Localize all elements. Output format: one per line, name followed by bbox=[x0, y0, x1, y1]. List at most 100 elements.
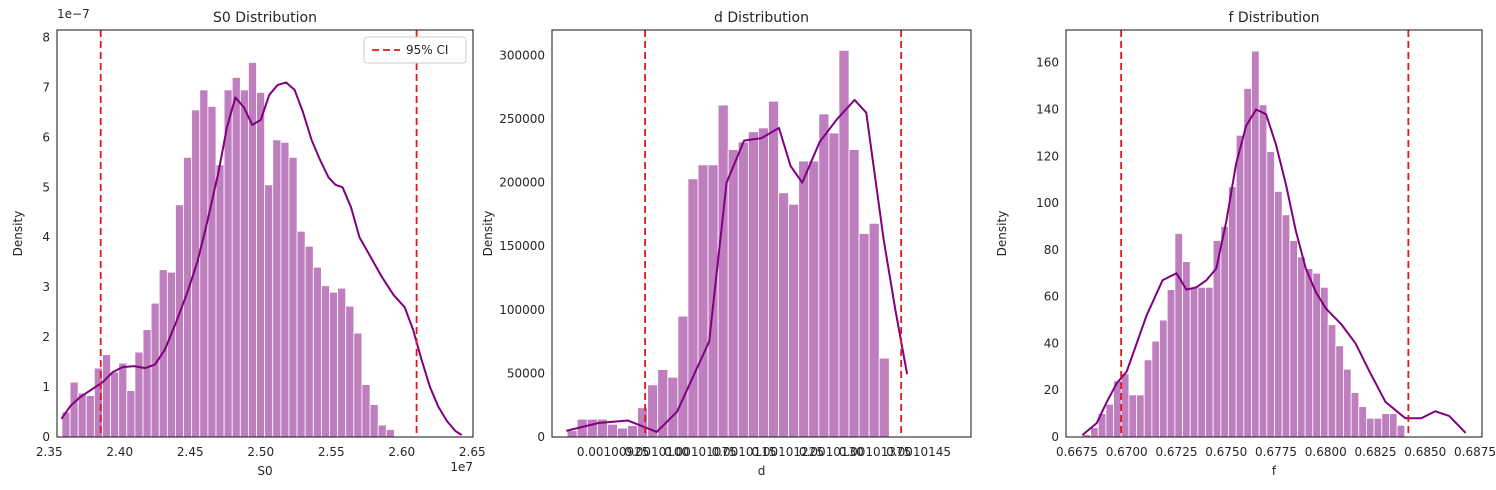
histogram-bar bbox=[361, 384, 371, 438]
histogram-bar bbox=[304, 245, 314, 438]
legend: 95% CI bbox=[363, 36, 467, 64]
x-tick-label: 2.40 bbox=[106, 445, 133, 459]
y-tick-label: 120 bbox=[1036, 149, 1059, 163]
x-tick-label: 0.00100925 bbox=[577, 445, 650, 459]
histogram-bar bbox=[1090, 427, 1099, 438]
histogram-bar bbox=[126, 390, 136, 438]
histogram-bars bbox=[61, 62, 395, 438]
y-axis-label: Density bbox=[11, 211, 25, 257]
x-axis-label: S0 bbox=[257, 464, 272, 478]
axes-frame bbox=[551, 29, 972, 438]
x-tick-label: 0.00101075 bbox=[664, 445, 737, 459]
histogram-bar bbox=[1189, 286, 1199, 438]
histogram-bar bbox=[1159, 319, 1168, 438]
y-tick-label: 140 bbox=[1036, 103, 1059, 117]
y-offset-label: 1e−7 bbox=[57, 7, 90, 21]
histogram-bar bbox=[1151, 340, 1160, 438]
y-tick-label: 50000 bbox=[507, 366, 545, 380]
x-tick-label: 2.55 bbox=[318, 445, 345, 459]
x-tick-label: 2.35 bbox=[36, 445, 63, 459]
histogram-bar bbox=[878, 357, 890, 438]
histogram-bar bbox=[667, 376, 679, 438]
y-tick-label: 100000 bbox=[499, 303, 545, 317]
y-tick-label: 100 bbox=[1036, 196, 1059, 210]
histogram-bar bbox=[329, 291, 339, 438]
histogram-bar bbox=[69, 381, 79, 438]
panel-3: 0.6675 0.6700 0.6725 0.6750 0.6775 0.6800 0.68… bbox=[995, 10, 1496, 478]
histogram-bar bbox=[1220, 226, 1229, 438]
y-axis-label: Density bbox=[481, 211, 495, 257]
histogram-bar bbox=[239, 89, 249, 438]
x-tick-label: 0.0010100 bbox=[624, 445, 689, 459]
histogram-bar bbox=[1327, 324, 1337, 438]
histogram-bar bbox=[1335, 345, 1344, 438]
x-tick-label: 0.0010145 bbox=[886, 445, 951, 459]
legend-box bbox=[363, 36, 467, 64]
histogram-bar bbox=[369, 404, 379, 438]
chart-title: d Distribution bbox=[714, 10, 809, 26]
x-offset-label: 1e7 bbox=[450, 460, 473, 474]
histogram-bar bbox=[788, 203, 800, 438]
histogram-bar bbox=[353, 332, 363, 438]
x-tick-label: 0.0010115 bbox=[712, 445, 777, 459]
x-tick-label: 2.50 bbox=[247, 445, 274, 459]
y-tick-label: 0 bbox=[537, 430, 545, 444]
histogram-bar bbox=[566, 430, 578, 438]
histogram-bar bbox=[617, 427, 628, 438]
histogram-bar bbox=[1197, 286, 1206, 438]
histogram-bar bbox=[697, 164, 709, 438]
y-tick-label: 2 bbox=[42, 330, 50, 344]
histogram-bars bbox=[566, 49, 890, 438]
histogram-bar bbox=[1205, 286, 1214, 438]
histogram-bar bbox=[868, 222, 880, 438]
histogram-bar bbox=[848, 149, 860, 438]
histogram-bar bbox=[808, 160, 820, 438]
kde-curve bbox=[566, 98, 908, 433]
histogram-bar bbox=[607, 423, 618, 438]
y-tick-label: 8 bbox=[42, 30, 50, 44]
histogram-bar bbox=[1113, 380, 1122, 438]
y-axis-label: Density bbox=[995, 211, 1009, 257]
x-tick-label: 0.6875 bbox=[1454, 445, 1496, 459]
histogram-bar bbox=[1304, 268, 1314, 438]
x-tick-label: 0.6675 bbox=[1056, 445, 1098, 459]
histogram-bar bbox=[1243, 88, 1252, 438]
x-tick-label: 0.6775 bbox=[1255, 445, 1297, 459]
y-tick-label: 200000 bbox=[499, 176, 545, 190]
histogram-bar bbox=[677, 315, 689, 438]
histogram-bar bbox=[134, 351, 144, 438]
histogram-bar bbox=[110, 371, 120, 438]
histogram-bar bbox=[321, 285, 330, 438]
histogram-bar bbox=[215, 164, 225, 438]
x-tick-label: 0.00101375 bbox=[839, 445, 912, 459]
y-tick-label: 20 bbox=[1044, 383, 1059, 397]
x-axis-label: f bbox=[1272, 464, 1277, 478]
histogram-bar bbox=[1128, 394, 1137, 438]
x-tick-label: 0.6700 bbox=[1106, 445, 1148, 459]
histogram-bar bbox=[312, 266, 322, 438]
histogram-bar bbox=[85, 395, 95, 438]
histogram-bar bbox=[77, 392, 87, 438]
histogram-bar bbox=[1373, 417, 1383, 438]
x-tick-label: 2.60 bbox=[388, 445, 415, 459]
histogram-bar bbox=[1281, 214, 1291, 438]
histogram-bar bbox=[1166, 289, 1176, 438]
y-tick-label: 40 bbox=[1044, 336, 1059, 350]
y-tick-label: 80 bbox=[1044, 243, 1059, 257]
histogram-bar bbox=[264, 184, 274, 438]
y-tick-label: 250000 bbox=[499, 112, 545, 126]
histogram-bar bbox=[288, 156, 298, 438]
y-tick-label: 300000 bbox=[499, 48, 545, 62]
histogram-bar bbox=[280, 141, 290, 438]
x-tick-label: 2.45 bbox=[177, 445, 204, 459]
histogram-bar bbox=[1350, 392, 1360, 438]
legend-label: 95% CI bbox=[406, 43, 448, 57]
axes-frame bbox=[1065, 29, 1483, 438]
histogram-bar bbox=[166, 271, 176, 438]
histogram-bar bbox=[1381, 413, 1390, 438]
chart-title: S0 Distribution bbox=[213, 10, 317, 26]
histogram-bar bbox=[758, 127, 769, 438]
histogram-bar bbox=[377, 424, 387, 438]
